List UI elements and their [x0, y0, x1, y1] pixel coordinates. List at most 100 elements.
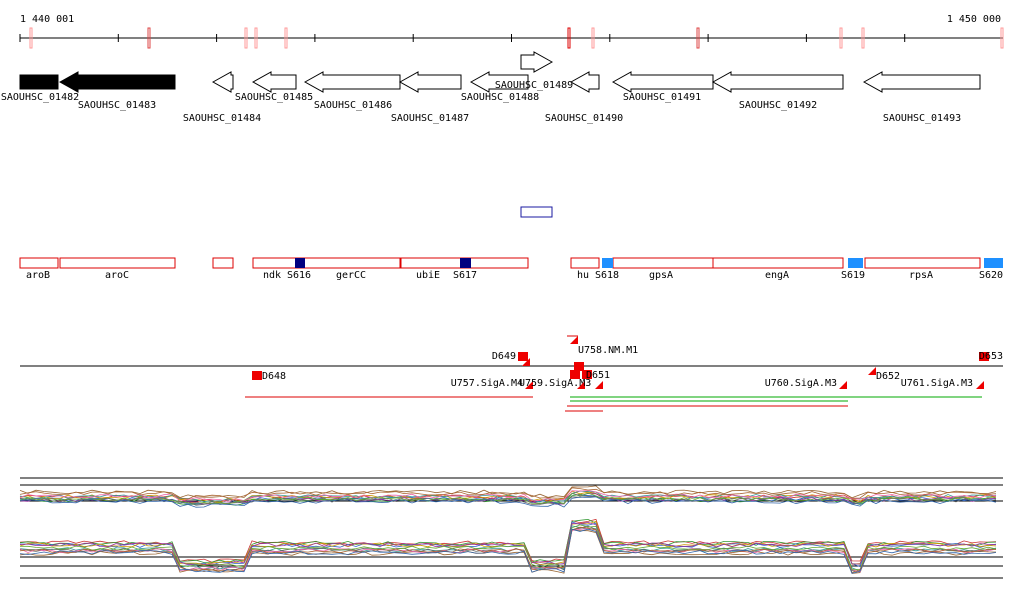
gene-label: SAOUHSC_01486: [314, 100, 392, 111]
expression-line: [19, 496, 997, 508]
ruler-mark: [244, 27, 248, 49]
feature-label: aroB: [26, 270, 50, 281]
feature-box: [520, 206, 553, 218]
feature-label: gerCC: [336, 270, 366, 281]
reg-flag: [522, 358, 530, 366]
feature: [570, 257, 600, 269]
reg-label: D648: [262, 371, 286, 382]
feature-label: S616: [287, 270, 311, 281]
expression-line: [19, 487, 997, 500]
feature-label: hu: [577, 270, 589, 281]
feature-label: gpsA: [649, 270, 673, 281]
site: [848, 258, 863, 268]
gene-label: SAOUHSC_01488: [461, 92, 539, 103]
ruler-mark: [29, 27, 33, 49]
expression-tracks: [19, 477, 1003, 579]
ruler-mark: [284, 27, 288, 49]
reg-box: [574, 362, 584, 371]
feature-label: aroC: [105, 270, 129, 281]
feature: [212, 257, 234, 269]
gene-arrow: [398, 71, 462, 93]
gene-arrow: [520, 51, 554, 73]
ruler-mark: [254, 27, 258, 49]
reg-box: [252, 371, 262, 380]
reg-flag: [525, 381, 533, 389]
ruler-mark: [591, 27, 595, 49]
site: [602, 258, 613, 268]
reg-flag: [868, 367, 876, 375]
reg-flag: [577, 381, 585, 389]
reg-flag: [595, 381, 603, 389]
gene-label: SAOUHSC_01490: [545, 113, 623, 124]
reg-label: U757.SigA.M4: [451, 378, 523, 389]
reg-label: D653: [979, 351, 1003, 362]
expression-line: [19, 525, 997, 573]
reg-label: D651: [586, 370, 610, 381]
gene-arrow: [862, 71, 981, 93]
gene-arrow: [569, 71, 600, 93]
feature: [712, 257, 844, 269]
reg-label: U760.SigA.M3: [765, 378, 837, 389]
feature-label: S620: [979, 270, 1003, 281]
feature-label: S618: [595, 270, 619, 281]
gene-arrow: [469, 71, 529, 93]
expression-line: [19, 492, 997, 505]
feature: [19, 257, 59, 269]
ruler-mark: [839, 27, 843, 49]
gene-label: SAOUHSC_01491: [623, 92, 701, 103]
gene-label: SAOUHSC_01482: [1, 92, 79, 103]
site: [295, 258, 305, 268]
gene-label: SAOUHSC_01493: [883, 113, 961, 124]
feature-label: engA: [765, 270, 789, 281]
feature-label: S619: [841, 270, 865, 281]
reg-box: [979, 352, 989, 361]
reg-label: U758.NM.M1: [578, 345, 638, 356]
expression-line: [19, 528, 997, 574]
gene-label: SAOUHSC_01489: [495, 80, 573, 91]
gene-label: SAOUHSC_01484: [183, 113, 261, 124]
expression-line: [19, 526, 997, 574]
reg-flag: [570, 336, 578, 344]
feature: [59, 257, 176, 269]
ruler-end: 1 450 000: [947, 14, 1001, 25]
reg-label: U761.SigA.M3: [901, 378, 973, 389]
reg-flag: [839, 381, 847, 389]
expression-line: [19, 489, 997, 502]
reg-label: D652: [876, 371, 900, 382]
gene-arrow: [58, 71, 176, 93]
gene-arrow: [251, 71, 297, 93]
reg-box: [582, 370, 592, 379]
gene-label: SAOUHSC_01483: [78, 100, 156, 111]
reg-label: D649: [492, 351, 516, 362]
reg-box: [570, 370, 580, 379]
site: [984, 258, 1003, 268]
ruler-mark: [147, 27, 151, 49]
gene-arrow: [211, 71, 234, 93]
ruler-mark: [696, 27, 700, 49]
ruler-start: 1 440 001: [20, 14, 74, 25]
feature-label: ubiE: [416, 270, 440, 281]
ruler-mark: [567, 27, 571, 49]
gene-arrow: [19, 74, 59, 90]
feature-label: ndk: [263, 270, 281, 281]
feature: [612, 257, 714, 269]
expression-line: [19, 529, 997, 574]
expression-line: [19, 485, 997, 499]
gene-label: SAOUHSC_01485: [235, 92, 313, 103]
ruler-mark: [861, 27, 865, 49]
feature: [864, 257, 981, 269]
gene-arrow: [711, 71, 844, 93]
gene-label: SAOUHSC_01492: [739, 100, 817, 111]
expression-line: [19, 528, 997, 573]
feature-label: rpsA: [909, 270, 933, 281]
ruler-mark: [1000, 27, 1004, 49]
expression-line: [19, 493, 997, 506]
reg-label: U759.SigA.M3: [519, 378, 591, 389]
reg-box: [518, 352, 528, 361]
expression-line: [19, 524, 997, 570]
gene-arrow: [611, 71, 714, 93]
feature-label: S617: [453, 270, 477, 281]
feature: [252, 257, 401, 269]
